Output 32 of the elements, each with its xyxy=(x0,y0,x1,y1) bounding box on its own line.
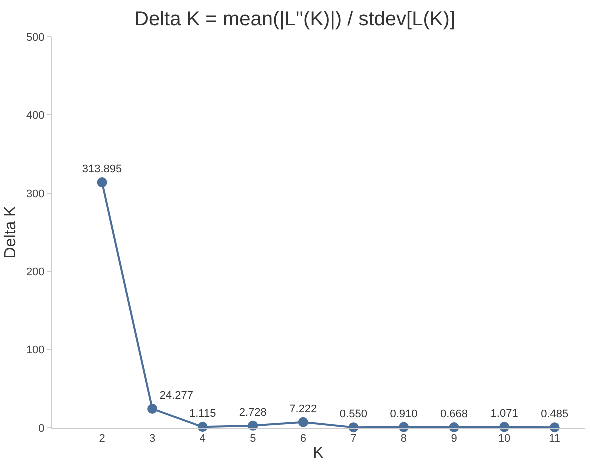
point xyxy=(97,178,108,188)
data-label: 2.728 xyxy=(239,406,267,419)
x-tick-label: 10 xyxy=(498,433,511,446)
x-tick-label: 6 xyxy=(300,433,306,446)
x-tick-label: 5 xyxy=(250,433,256,446)
x-tick-label: 2 xyxy=(99,433,106,446)
y-tick-label: 500 xyxy=(26,32,45,44)
point xyxy=(148,404,158,414)
data-label: 0.910 xyxy=(390,408,418,420)
data-label: 313.895 xyxy=(82,164,122,176)
data-label: 7.222 xyxy=(290,403,318,416)
y-axis-title: Delta K xyxy=(2,206,20,259)
y-tick-label: 0 xyxy=(38,422,45,435)
y-tick-label: 200 xyxy=(26,266,45,278)
y-tick-label: 100 xyxy=(26,344,45,357)
y-tick-label: 400 xyxy=(26,110,45,122)
x-tick-label: 4 xyxy=(200,433,206,446)
data-label: 0.485 xyxy=(541,408,569,421)
x-tick-label: 11 xyxy=(549,433,561,446)
x-tick-label: 3 xyxy=(150,433,156,446)
point xyxy=(298,417,308,428)
data-label: 1.115 xyxy=(189,408,216,420)
data-label: 0.668 xyxy=(440,408,468,420)
data-label: 0.550 xyxy=(340,408,368,421)
chart-title: Delta K = mean(|L''(K)|) / stdev[L(K)] xyxy=(134,8,456,31)
x-tick-label: 9 xyxy=(451,433,458,446)
x-axis-title: K xyxy=(313,444,324,462)
x-tick-label: 8 xyxy=(400,433,408,446)
x-tick-label: 7 xyxy=(350,433,357,446)
data-label: 1.071 xyxy=(490,408,518,420)
data-label: 24.277 xyxy=(160,390,194,402)
y-tick-label: 300 xyxy=(26,188,45,200)
